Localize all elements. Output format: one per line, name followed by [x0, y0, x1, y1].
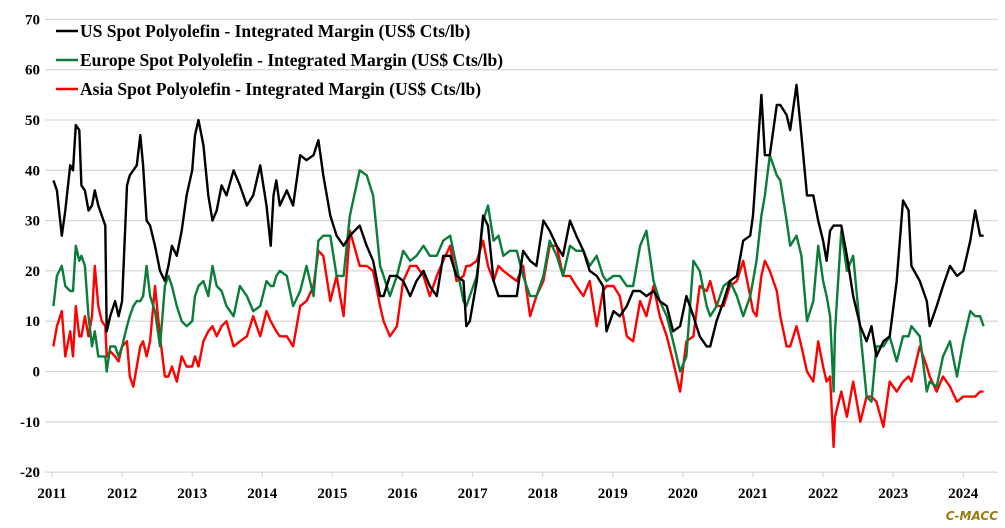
y-tick-label: -10 — [20, 415, 40, 431]
legend-label-europe: Europe Spot Polyolefin - Integrated Marg… — [80, 50, 503, 70]
x-axis-tick-labels: 2011 2012 2013 2014 2015 2016 2017 2018 2019 2020… — [37, 486, 978, 502]
y-tick-label: 30 — [25, 214, 40, 230]
x-tick-label: 2012 — [107, 486, 137, 502]
y-tick-label: 0 — [33, 365, 41, 381]
y-tick-label: 10 — [25, 314, 40, 330]
x-tick-label: 2016 — [388, 486, 419, 502]
x-tick-label: 2020 — [668, 486, 698, 502]
x-tick-label: 2013 — [177, 486, 207, 502]
y-axis-tick-labels: -20 -10 0 10 20 30 40 50 60 70 — [20, 12, 40, 481]
legend: US Spot Polyolefin - Integrated Margin (… — [56, 21, 503, 99]
x-tick-label: 2023 — [878, 486, 908, 502]
y-tick-label: -20 — [20, 465, 40, 481]
x-tick-label: 2019 — [598, 486, 628, 502]
x-tick-label: 2011 — [37, 486, 66, 502]
legend-label-asia: Asia Spot Polyolefin - Integrated Margin… — [80, 79, 481, 99]
x-tick-label: 2024 — [948, 486, 979, 502]
x-tick-label: 2017 — [458, 486, 489, 502]
x-tick-label: 2014 — [247, 486, 278, 502]
x-tick-label: 2021 — [738, 486, 768, 502]
x-tick-label: 2015 — [317, 486, 347, 502]
y-tick-label: 70 — [25, 12, 40, 28]
y-tick-label: 20 — [25, 264, 40, 280]
x-tick-label: 2022 — [808, 486, 838, 502]
series-lines — [52, 83, 985, 449]
source-label: C-MACC — [946, 509, 998, 523]
x-tick-label: 2018 — [528, 486, 558, 502]
series-line-us — [52, 83, 984, 358]
legend-label-us: US Spot Polyolefin - Integrated Margin (… — [80, 21, 471, 41]
series-line-asia — [52, 229, 984, 449]
y-tick-label: 60 — [25, 63, 40, 79]
y-tick-label: 40 — [25, 163, 40, 179]
y-tick-label: 50 — [25, 113, 40, 129]
